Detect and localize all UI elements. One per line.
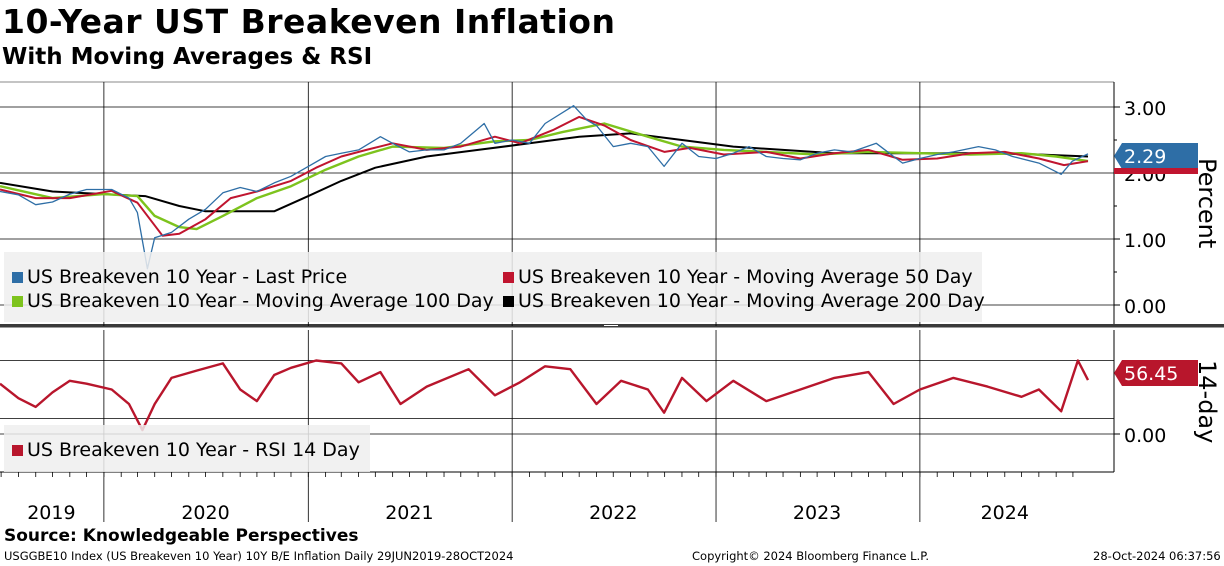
- tick-label-rsi-0: 0.00: [1124, 425, 1166, 447]
- rsi-badge: 56.45: [1114, 360, 1198, 386]
- tick-label-price-3: 0.00: [1124, 296, 1166, 318]
- y-axis-title-rsi: 14-day: [1193, 360, 1221, 443]
- series-line-ma200: [0, 132, 1089, 213]
- source-note: Source: Knowledgeable Perspectives: [4, 526, 359, 546]
- price-legend-swatch-3: [503, 296, 514, 307]
- rsi-badge-shape: [1114, 360, 1198, 386]
- rsi-badge-value: 56.45: [1124, 363, 1178, 385]
- series-line-last_price: [0, 105, 1089, 270]
- price-legend-label-2: US Breakeven 10 Year - Moving Average 10…: [27, 290, 494, 312]
- tick-label-price-0: 3.00: [1124, 98, 1166, 120]
- price-legend-swatch-2: [12, 296, 23, 307]
- y-axis-title-price: Percent: [1193, 158, 1221, 248]
- rsi-legend-swatch-0: [12, 445, 23, 456]
- last-price-badge-shape: [1114, 143, 1198, 169]
- price-legend-label-1: US Breakeven 10 Year - Moving Average 50…: [518, 266, 973, 288]
- x-tick-label-2019: 2019: [27, 502, 75, 524]
- last-price-badge-value: 2.29: [1124, 146, 1166, 168]
- price-legend-swatch-1: [503, 272, 514, 283]
- footer-timestamp: 28-Oct-2024 06:37:56: [1093, 549, 1221, 563]
- price-legend-label-0: US Breakeven 10 Year - Last Price: [27, 266, 347, 288]
- footer-ticker: USGGBE10 Index (US Breakeven 10 Year) 10…: [4, 549, 514, 563]
- x-tick-label-2021: 2021: [385, 502, 433, 524]
- x-tick-label-2020: 2020: [181, 502, 229, 524]
- rsi-legend-box: [4, 425, 370, 472]
- ma50-badge-edge: [1114, 168, 1198, 174]
- footer-copyright: Copyright© 2024 Bloomberg Finance L.P.: [692, 549, 929, 563]
- tick-label-price-2: 1.00: [1124, 230, 1166, 252]
- price-legend-label-3: US Breakeven 10 Year - Moving Average 20…: [518, 290, 985, 312]
- x-tick-label-2024: 2024: [981, 502, 1029, 524]
- price-legend-swatch-0: [12, 272, 23, 283]
- series-line-rsi: [0, 359, 1090, 432]
- chart-subtitle: With Moving Averages & RSI: [2, 44, 373, 70]
- series-line-ma50: [0, 115, 1089, 237]
- price-legend-box: [4, 252, 982, 322]
- x-tick-label-2023: 2023: [793, 502, 841, 524]
- series-line-ma100: [0, 122, 1089, 231]
- chart-title: 10-Year UST Breakeven Inflation: [2, 2, 616, 41]
- last-price-badge: 2.29: [1114, 143, 1198, 169]
- x-tick-label-2022: 2022: [589, 502, 637, 524]
- rsi-legend-label-0: US Breakeven 10 Year - RSI 14 Day: [27, 439, 360, 461]
